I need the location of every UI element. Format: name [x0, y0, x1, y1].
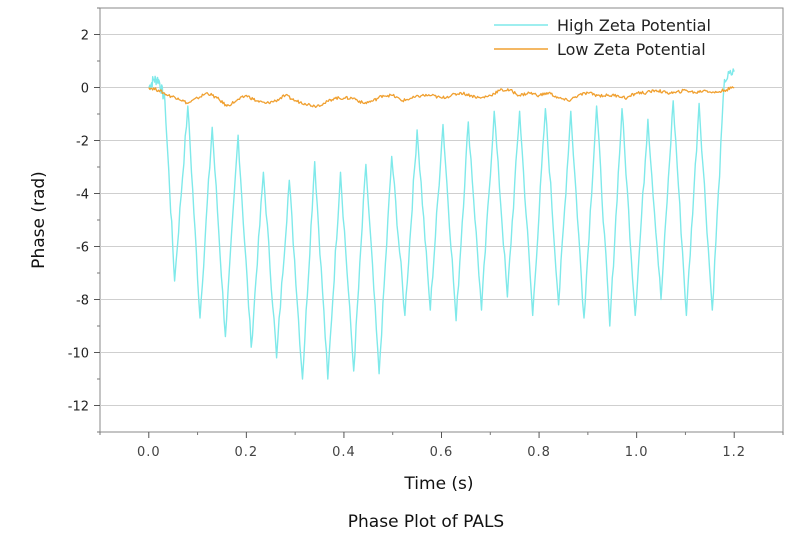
x-ticks: 0.0 0.2 0.4 0.6 0.8 1.0 1.2 — [99, 432, 784, 460]
grid — [100, 34, 783, 406]
series-lines — [148, 68, 735, 380]
legend-label-low: Low Zeta Potential — [557, 40, 706, 59]
legend: High Zeta Potential Low Zeta Potential — [494, 16, 711, 59]
legend-label-high: High Zeta Potential — [557, 16, 711, 35]
x-tick-label: 0.8 — [527, 445, 551, 460]
x-tick-label: 0.0 — [137, 445, 161, 460]
y-axis-title: Phase (rad) — [29, 171, 49, 269]
x-axis-title: Time (s) — [403, 474, 473, 494]
y-tick-label: -4 — [76, 188, 89, 203]
y-tick-label: 2 — [81, 29, 89, 44]
y-tick-label: -12 — [68, 400, 89, 415]
x-tick-label: 0.2 — [235, 445, 259, 460]
x-tick-label: 1.2 — [722, 445, 746, 460]
y-tick-label: -6 — [76, 241, 89, 256]
y-tick-label: 0 — [81, 82, 89, 97]
series-line-low-zeta — [148, 86, 735, 108]
x-tick-label: 1.0 — [625, 445, 649, 460]
plot-area — [99, 7, 784, 433]
y-tick-label: -10 — [68, 347, 89, 362]
x-tick-label: 0.6 — [430, 445, 454, 460]
series-line-high-zeta — [148, 68, 735, 380]
chart-caption: Phase Plot of PALS — [348, 512, 504, 532]
y-ticks: 2 0 -2 -4 -6 -8 -10 -12 — [68, 7, 100, 433]
y-tick-label: -8 — [76, 294, 89, 309]
x-tick-label: 0.4 — [332, 445, 356, 460]
y-tick-label: -2 — [76, 135, 89, 150]
